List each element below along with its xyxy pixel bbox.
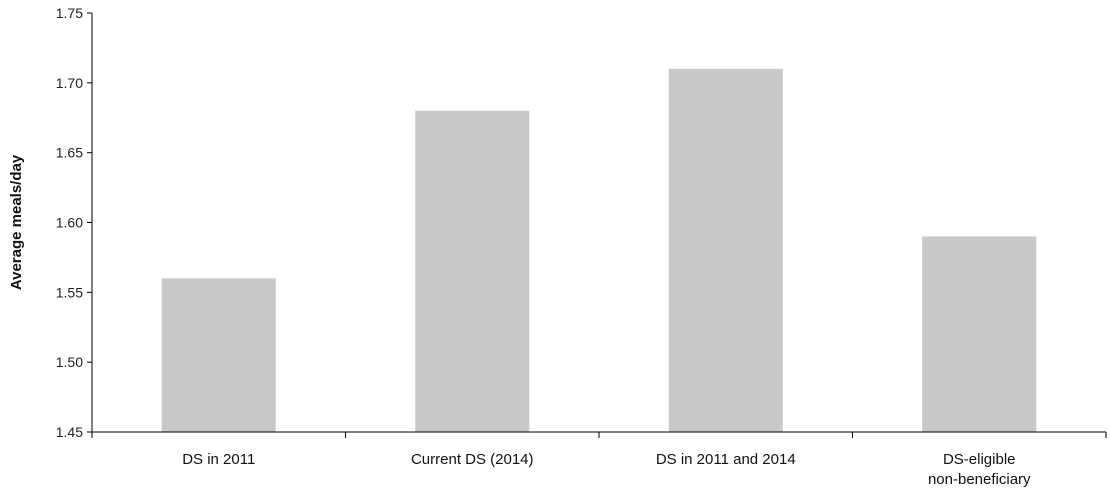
bar: [415, 110, 530, 433]
y-tick-label: 1.45: [56, 424, 83, 440]
bars-group: [161, 68, 1037, 433]
bar: [922, 236, 1037, 432]
y-tick-label: 1.75: [56, 5, 83, 21]
y-tick-label: 1.65: [56, 145, 83, 161]
x-ticks-group: DS in 2011 Current DS (2014) DS in 2011 an…: [91, 432, 1107, 488]
y-tick-label: 1.50: [56, 354, 83, 370]
y-axis-title: Average meals/day: [8, 154, 25, 290]
y-tick-label: 1.60: [56, 215, 83, 231]
x-tick-label: DS in 2011: [182, 451, 255, 468]
bar: [668, 68, 783, 432]
y-ticks-group: 1.45 1.50 1.55 1.60 1.65 1.70 1.75: [56, 5, 92, 440]
x-tick-label: DS in 2011 and 2014: [656, 451, 796, 468]
x-tick-label: DS-eligible non-beneficiary: [928, 451, 1031, 488]
x-tick-label: Current DS (2014): [411, 451, 534, 468]
y-tick-label: 1.70: [56, 75, 83, 91]
bar: [161, 278, 276, 432]
y-tick-label: 1.55: [56, 284, 83, 300]
